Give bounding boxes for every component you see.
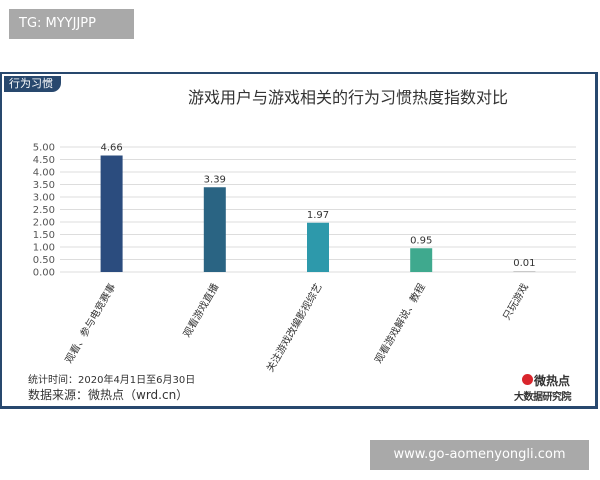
- bar: [307, 222, 329, 272]
- chart-card: 行为习惯 游戏用户与游戏相关的行为习惯热度指数对比 0.00 0.50 1.00 1.…: [0, 72, 598, 409]
- bar: [410, 248, 433, 272]
- bar-value-label: 4.66: [100, 143, 122, 154]
- bar-chart: 0.00 0.501.00 1.502.00 2.503.00 3.504.00 4.50…: [33, 143, 576, 374]
- y-tick-label: 1.50: [33, 230, 55, 241]
- y-tick-label: 4.50: [33, 155, 55, 166]
- bar: [513, 271, 536, 272]
- y-tick-label: 0.00: [33, 268, 55, 279]
- period-note: 统计时间：2020年4月1日至6月30日: [28, 375, 196, 386]
- bar-value-label: 3.39: [204, 174, 226, 185]
- x-category-label: 观看游戏直播: [180, 281, 221, 339]
- brand-logo-subtitle: 大数据研究院: [514, 392, 572, 403]
- x-category-label: 观看、参与电竞赛事: [62, 281, 118, 365]
- website-badge: www.go-aomenyongli.com: [370, 440, 589, 470]
- y-tick-label: 2.50: [33, 205, 55, 216]
- brand-logo: 微热点 大数据研究院: [514, 372, 588, 403]
- bar: [100, 155, 123, 272]
- y-tick-label: 3.00: [33, 193, 55, 204]
- x-category-label: 观看游戏解说、教程: [372, 281, 428, 365]
- y-tick-label: 5.00: [33, 143, 55, 154]
- bar-value-label: 0.95: [410, 235, 432, 246]
- y-tick-label: 3.50: [33, 180, 55, 191]
- channel-badge: TG: MYYJJPP: [9, 9, 134, 39]
- x-category-label: 只玩游戏: [500, 281, 531, 322]
- source-note: 数据来源：微热点（wrd.cn）: [28, 388, 189, 402]
- brand-logo-name: 微热点: [534, 374, 571, 388]
- y-tick-label: 1.00: [33, 243, 55, 254]
- bar: [203, 187, 226, 272]
- brand-logo-icon: [522, 374, 533, 385]
- y-tick-label: 2.00: [33, 218, 55, 229]
- y-tick-label: 4.00: [33, 168, 55, 179]
- category-tag: 行为习惯: [4, 76, 61, 92]
- bar-value-label: 1.97: [307, 210, 329, 221]
- chart-title: 游戏用户与游戏相关的行为习惯热度指数对比: [187, 88, 508, 107]
- bar-value-label: 0.01: [513, 258, 535, 269]
- x-category-label: 关注游戏改编影视综艺: [263, 281, 324, 374]
- y-tick-label: 0.50: [33, 255, 55, 266]
